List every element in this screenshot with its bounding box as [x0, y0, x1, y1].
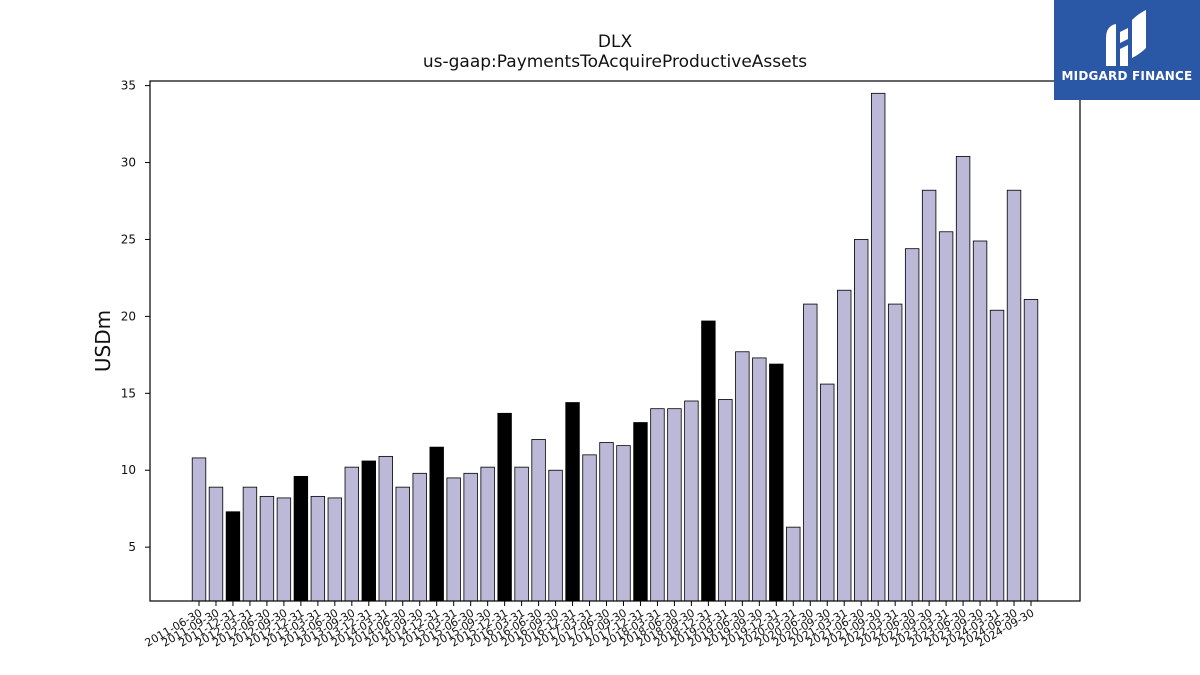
- bar-2019-09-30: [752, 357, 767, 602]
- y-tick-label: 5: [128, 540, 136, 554]
- bar-2021-06-30: [854, 239, 869, 602]
- bar-2015-06-30: [463, 472, 478, 602]
- bar-2012-12-31: [293, 475, 309, 602]
- bar-2022-03-31: [887, 303, 903, 602]
- bar-2024-06-30: [1006, 189, 1022, 602]
- y-axis: 5 10 15 20 25 30 35: [121, 79, 150, 554]
- bar-2013-06-30: [327, 497, 343, 602]
- y-tick-label: 35: [121, 79, 136, 93]
- y-tick-label: 15: [121, 386, 136, 400]
- bar-2014-06-30: [395, 486, 410, 602]
- bar-2016-12-31: [565, 402, 580, 602]
- y-tick-label: 25: [121, 232, 136, 246]
- bar-2013-09-30: [344, 466, 359, 602]
- bar-2022-09-30: [921, 189, 937, 602]
- y-tick-label: 30: [121, 156, 136, 170]
- chart-subtitle: us-gaap:PaymentsToAcquireProductiveAsset…: [422, 52, 808, 72]
- bar-2020-09-30: [820, 383, 835, 602]
- bar-2019-12-31: [769, 363, 784, 602]
- bar-2016-09-30: [548, 469, 563, 602]
- bar-2018-12-31: [701, 320, 716, 602]
- bar-2016-06-30: [531, 439, 546, 602]
- bar-2012-03-31: [242, 486, 258, 602]
- bar-2013-03-31: [310, 495, 326, 602]
- bars-group: [191, 92, 1039, 602]
- bar-2016-03-31: [514, 466, 529, 602]
- bar-2023-03-31: [938, 231, 954, 602]
- x-axis: 2011-06-302011-09-302011-12-312012-03-31…: [143, 601, 1037, 650]
- bar-2015-09-30: [480, 466, 495, 602]
- bar-2020-03-31: [786, 526, 801, 602]
- bar-2011-09-30: [208, 486, 224, 602]
- bar-2021-03-31: [837, 289, 852, 602]
- bar-2012-06-30: [259, 495, 275, 602]
- bar-2015-03-31: [446, 477, 461, 602]
- bar-2022-06-30: [904, 248, 920, 602]
- bar-2018-06-30: [667, 408, 682, 602]
- chart-title: DLX: [597, 32, 633, 52]
- bar-2021-09-30: [870, 92, 886, 602]
- bar-2023-09-30: [972, 240, 988, 602]
- bar-2011-12-31: [225, 511, 241, 602]
- midgard-logo-icon: [1106, 10, 1146, 66]
- bar-2019-03-31: [718, 399, 733, 602]
- bar-2020-06-30: [803, 303, 818, 602]
- bar-2023-06-30: [955, 155, 971, 602]
- plot-frame: [149, 80, 1081, 602]
- bar-2012-09-30: [276, 497, 292, 602]
- bar-2017-09-30: [616, 445, 631, 602]
- bar-2011-06-30: [191, 457, 207, 602]
- bar-2019-06-30: [735, 351, 750, 602]
- bar-2014-09-30: [412, 472, 427, 602]
- logo-text: MIDGARD FINANCE: [1061, 69, 1193, 83]
- bar-2018-09-30: [684, 400, 699, 602]
- bar-2017-06-30: [599, 442, 614, 602]
- bar-2015-12-31: [497, 412, 512, 602]
- bar-2018-03-31: [650, 408, 665, 602]
- y-tick-label: 10: [121, 463, 136, 477]
- bar-2017-03-31: [582, 454, 597, 602]
- y-axis-label: USDm: [91, 310, 115, 372]
- midgard-finance-logo: MIDGARD FINANCE: [1054, 0, 1200, 100]
- bar-2024-03-31: [989, 309, 1005, 602]
- bar-2013-12-31: [361, 460, 376, 602]
- bar-2014-03-31: [378, 455, 393, 602]
- y-tick-label: 20: [121, 309, 136, 323]
- bar-2014-12-31: [429, 446, 444, 602]
- bar-2024-09-30: [1023, 299, 1039, 602]
- bar-2017-12-31: [633, 422, 648, 602]
